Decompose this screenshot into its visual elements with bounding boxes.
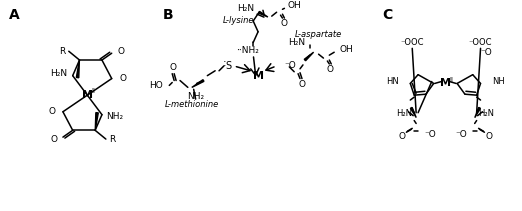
Text: M: M	[82, 90, 93, 100]
Text: O: O	[120, 74, 126, 83]
Text: H₂N: H₂N	[288, 38, 305, 47]
Text: R: R	[109, 135, 115, 143]
Text: O: O	[48, 107, 55, 116]
Text: ⁻O: ⁻O	[481, 48, 492, 57]
Text: O: O	[281, 19, 288, 28]
Text: O: O	[486, 132, 493, 141]
Text: L-aspartate: L-aspartate	[295, 30, 342, 39]
Polygon shape	[304, 52, 314, 61]
Text: OH: OH	[287, 1, 301, 10]
Text: O: O	[399, 132, 406, 141]
Text: M: M	[253, 71, 264, 81]
Text: HN: HN	[386, 77, 399, 86]
Text: NH₂: NH₂	[187, 92, 204, 101]
Text: H₂N: H₂N	[50, 69, 67, 78]
Text: ⁻O: ⁻O	[455, 130, 467, 139]
Text: NH₂: NH₂	[106, 112, 123, 121]
Polygon shape	[475, 107, 480, 118]
Text: O: O	[170, 63, 176, 72]
Text: B: B	[162, 8, 173, 22]
Text: NH: NH	[492, 77, 505, 86]
Text: L-lysine: L-lysine	[223, 16, 254, 24]
Text: ⁻OOC: ⁻OOC	[400, 38, 424, 47]
Text: ⁻O: ⁻O	[284, 61, 296, 70]
Text: M: M	[440, 78, 451, 88]
Text: O: O	[50, 135, 57, 143]
Polygon shape	[76, 60, 79, 78]
Text: O: O	[299, 80, 305, 89]
Text: HO: HO	[149, 81, 162, 90]
Text: II: II	[91, 88, 95, 94]
Text: R: R	[60, 47, 66, 56]
Text: ⁻OOC: ⁻OOC	[469, 38, 492, 47]
Text: H₂N: H₂N	[396, 109, 412, 118]
Text: H₂N: H₂N	[479, 109, 494, 118]
Polygon shape	[192, 80, 204, 87]
Text: O: O	[117, 47, 125, 56]
Text: OH: OH	[339, 45, 353, 54]
Text: C: C	[382, 8, 392, 22]
Text: L-methionine: L-methionine	[164, 100, 219, 110]
Text: ⁻O: ⁻O	[424, 130, 436, 139]
Text: :: :	[223, 58, 227, 68]
Text: ⋅⋅NH₂: ⋅⋅NH₂	[236, 46, 259, 55]
Text: O: O	[327, 65, 334, 74]
Text: A: A	[9, 8, 20, 22]
Text: H₂N: H₂N	[237, 4, 254, 13]
Polygon shape	[95, 113, 98, 130]
Text: II: II	[449, 77, 453, 83]
Text: S: S	[226, 61, 232, 71]
Polygon shape	[258, 11, 268, 17]
Polygon shape	[410, 107, 416, 118]
